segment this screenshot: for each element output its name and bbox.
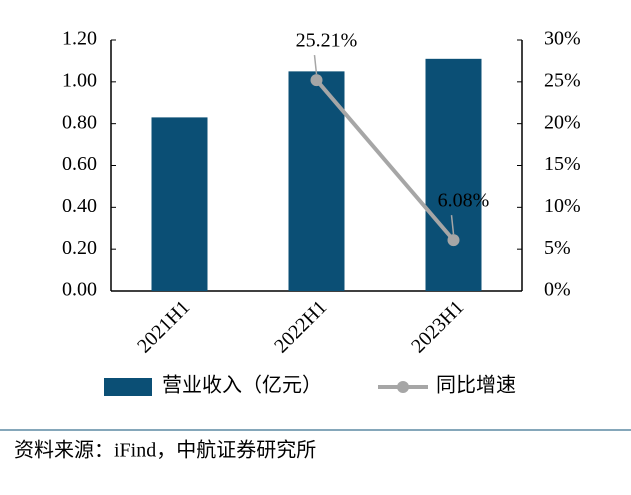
bar [425, 58, 482, 292]
y2-tick-label: 5% [544, 237, 571, 259]
y2-tick-label: 10% [544, 195, 581, 217]
y2-tick-label: 30% [544, 28, 581, 50]
line-marker [447, 234, 460, 247]
label-leader [450, 215, 455, 235]
legend-label: 营业收入（亿元） [162, 374, 322, 397]
y2-tick-label: 20% [544, 111, 581, 133]
y-tick-label: 0.00 [62, 279, 97, 301]
value-label: 25.21% [296, 30, 358, 52]
y2-tick-label: 15% [544, 153, 581, 175]
legend-swatch [104, 378, 152, 396]
bar [288, 71, 345, 291]
legend-label: 同比增速 [436, 374, 516, 397]
y-tick-label: 0.40 [62, 195, 97, 217]
legend-swatch [397, 381, 409, 393]
source: 资料来源：iFind，中航证券研究所 [14, 439, 316, 462]
line-marker [310, 74, 323, 87]
y-tick-label: 1.00 [62, 69, 97, 91]
x-tick-label: 2021H1 [133, 296, 194, 357]
label-leader [313, 54, 318, 75]
y-tick-label: 0.80 [62, 111, 97, 133]
y2-tick-label: 0% [544, 279, 571, 301]
x-tick-label: 2023H1 [407, 296, 468, 357]
y-tick-label: 1.20 [62, 28, 97, 50]
line [314, 78, 456, 242]
y-tick-label: 0.20 [62, 237, 97, 259]
y2-tick-label: 25% [544, 69, 581, 91]
x-tick-label: 2022H1 [270, 296, 331, 357]
value-label: 6.08% [438, 190, 490, 212]
y-tick-label: 0.60 [62, 153, 97, 175]
bar [151, 117, 208, 292]
